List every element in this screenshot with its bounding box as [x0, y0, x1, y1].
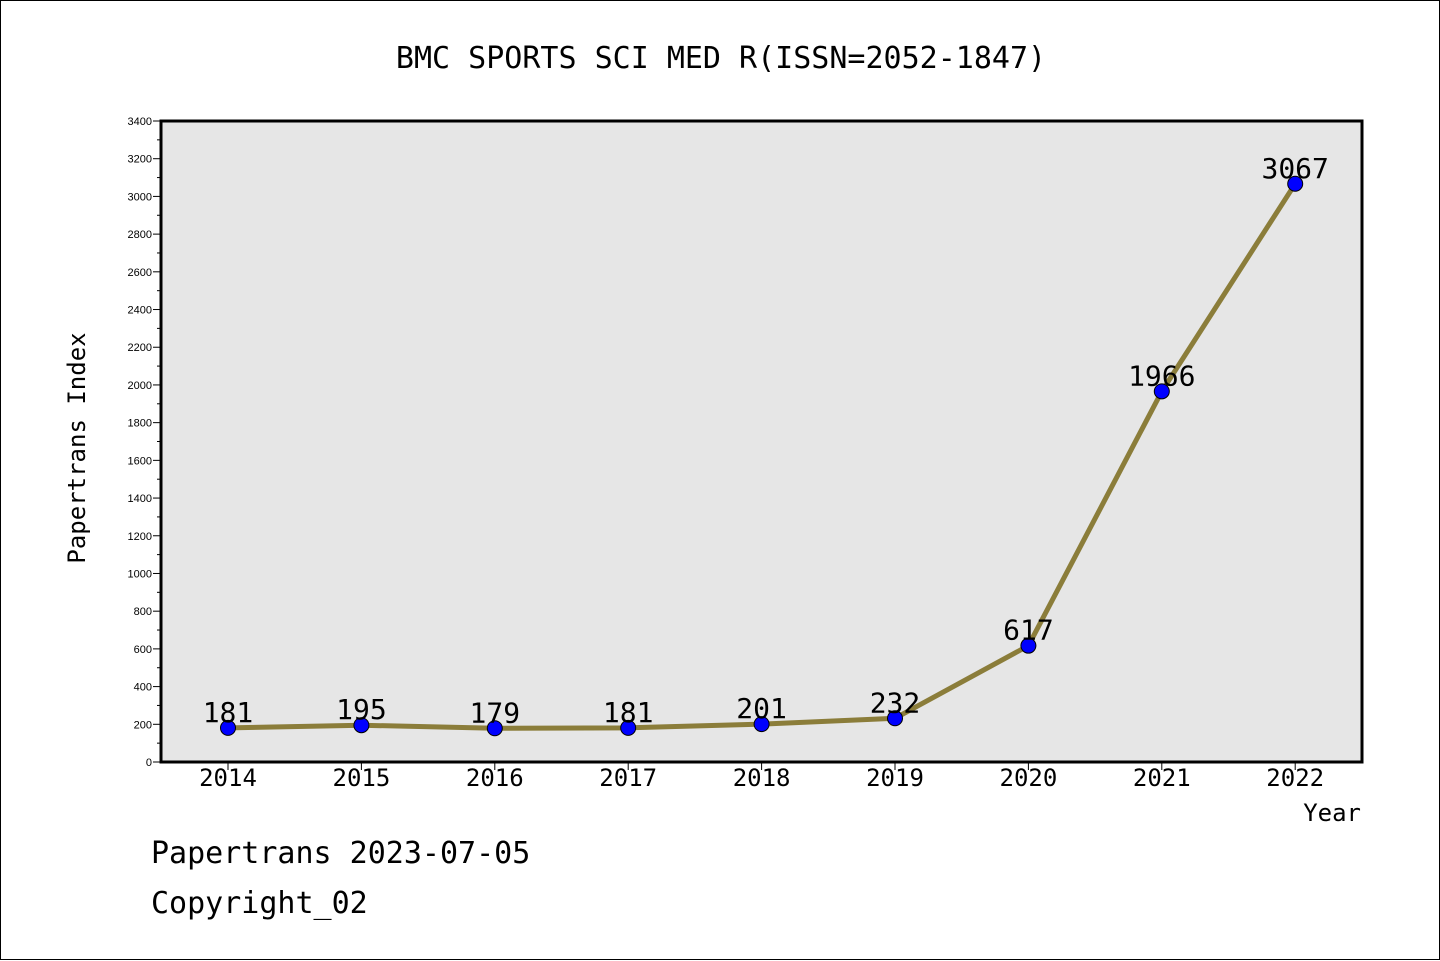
y-tick-label: 2200: [128, 342, 152, 354]
y-tick-label: 1200: [128, 531, 152, 543]
data-label: 181: [603, 696, 654, 729]
chart-title: BMC SPORTS SCI MED R(ISSN=2052-1847): [396, 41, 1046, 76]
y-tick-label: 3000: [128, 191, 152, 203]
data-label: 3067: [1261, 152, 1328, 185]
y-tick-label: 1800: [128, 418, 152, 430]
x-axis: 2014 2015 2016 2017 2018 2019 2020 2021 2022: [199, 762, 1324, 792]
y-tick-label: 600: [134, 644, 152, 656]
data-label: 617: [1003, 614, 1054, 647]
data-point: [1020, 637, 1037, 654]
data-label: 1966: [1128, 359, 1195, 392]
y-tick-label: 800: [134, 606, 152, 618]
y-tick-label: 200: [134, 719, 152, 731]
data-point: [220, 719, 236, 736]
data-point: [887, 710, 903, 727]
x-tick-label: 2019: [866, 764, 924, 792]
data-point: [486, 720, 503, 737]
x-tick-label: 2015: [333, 764, 391, 792]
footer-source: Papertrans 2023-07-05: [151, 836, 531, 871]
x-tick-label: 2020: [1000, 764, 1058, 792]
data-point: [753, 716, 770, 733]
data-point: [353, 717, 370, 734]
x-axis-label: Year: [1303, 799, 1361, 827]
data-point: [1287, 175, 1304, 192]
y-tick-label: 1600: [128, 455, 152, 467]
x-tick-label: 2021: [1133, 764, 1191, 792]
y-tick-label: 2000: [128, 380, 152, 392]
y-tick-label: 2600: [128, 267, 152, 279]
y-tick-label: 1000: [128, 568, 152, 580]
y-tick-label: 400: [134, 682, 152, 694]
series-papertrans-index: 181 195 179 181 201 232 617 1966 3067: [203, 152, 1329, 737]
y-tick-label: 1400: [128, 493, 152, 505]
y-tick-label: 2800: [128, 229, 152, 241]
data-label: 179: [470, 696, 521, 729]
data-label: 181: [203, 696, 254, 729]
y-axis: 0 200 400 600 800 1000 1200 1400 1600 1800 2000 220…: [128, 116, 161, 769]
y-tick-label: 2400: [128, 305, 152, 317]
data-label: 232: [870, 686, 921, 719]
plot-area: [159, 119, 1364, 764]
y-tick-label: 3400: [128, 116, 152, 128]
x-tick-label: 2016: [466, 764, 524, 792]
data-point: [620, 719, 637, 736]
x-tick-label: 2018: [733, 764, 791, 792]
data-label: 201: [736, 692, 787, 725]
x-tick-label: 2017: [599, 764, 657, 792]
y-axis-label: Papertrans Index: [63, 332, 91, 563]
data-label: 195: [336, 693, 387, 726]
x-tick-label: 2014: [199, 764, 257, 792]
footer-copyright: Copyright_02: [151, 886, 368, 921]
y-tick-label: 0: [146, 757, 152, 769]
y-tick-label: 3200: [128, 154, 152, 166]
x-tick-label: 2022: [1266, 764, 1324, 792]
data-point: [1153, 383, 1170, 400]
